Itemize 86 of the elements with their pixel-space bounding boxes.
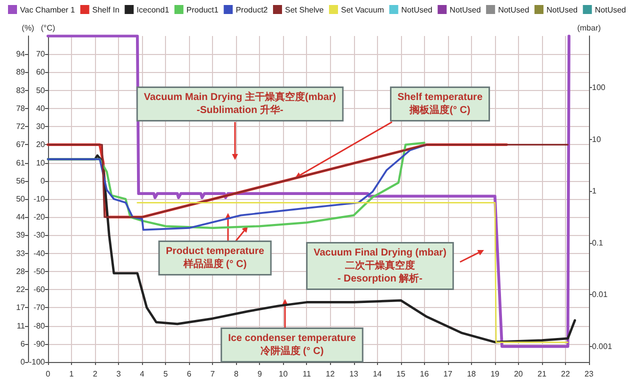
x-tick-label: 19 [490, 370, 500, 378]
y-tick-label: 40 [36, 104, 46, 113]
x-tick-label: 17 [443, 370, 453, 378]
legend-label: NotUsed [546, 6, 578, 14]
legend-label: Product2 [236, 6, 268, 14]
y-tick-label: -50 [33, 266, 46, 276]
x-tick-label: 23 [584, 370, 594, 378]
y2-tick-label: 100 [592, 83, 606, 92]
y-tick-label: 30 [36, 122, 46, 132]
annotation: Product temperature 样品温度 (° C) [166, 246, 265, 270]
y3-axis-title: (%) [22, 24, 35, 32]
x-tick-label: 16 [420, 370, 430, 378]
y2-tick-label: 0.01 [592, 290, 608, 300]
y-tick-label: 70 [36, 50, 46, 59]
legend-label: NotUsed [498, 6, 530, 14]
legend-label: NotUsed [401, 6, 432, 14]
y3-tick-label: 17 [16, 303, 26, 312]
y3-tick-label: 78 [16, 104, 26, 113]
annotation: Vacuum Final Drying (mbar) 二次干燥真空度 - Desorption 解析- [314, 248, 446, 284]
x-tick-label: 14 [372, 370, 382, 378]
legend-label: NotUsed [450, 6, 481, 14]
legend-label: Icecond1 [136, 6, 170, 14]
y3-tick-label: 67 [16, 140, 26, 150]
legend-label: Set Shelve [285, 6, 324, 14]
y-tick-label: 0 [40, 176, 46, 186]
legend-label: NotUsed [594, 6, 626, 14]
x-tick-label: 15 [396, 370, 406, 378]
y-tick-label: 20 [36, 140, 46, 150]
y2-axis-title: (mbar) [577, 24, 602, 32]
y3-tick-label: 89 [16, 68, 26, 77]
y-tick-label: -80 [33, 321, 46, 330]
y-tick-label: 10 [36, 158, 46, 168]
y-tick-label: -90 [33, 339, 46, 348]
y3-tick-label: 0 [20, 358, 26, 366]
y3-tick-label: 50 [16, 194, 26, 204]
x-tick-label: 3 [116, 370, 122, 378]
x-tick-label: 8 [234, 370, 239, 378]
y2-tick-label: 0.001 [592, 342, 613, 351]
legend-label: Set Vacuum [340, 6, 384, 14]
y-tick-label: -30 [33, 230, 46, 240]
y-tick-label: -40 [33, 248, 46, 258]
x-tick-label: 1 [69, 370, 74, 378]
y3-tick-label: 61 [16, 158, 26, 168]
y-tick-label: 50 [36, 86, 46, 95]
y3-tick-label: 22 [16, 285, 26, 294]
x-tick-label: 4 [140, 370, 145, 378]
x-tick-label: 11 [302, 370, 312, 378]
x-tick-label: 21 [538, 370, 547, 378]
y3-tick-label: 94 [16, 50, 26, 59]
y-tick-label: -60 [33, 285, 46, 294]
x-tick-label: 18 [466, 370, 476, 378]
annotation: Vacuum Main Drying 主干燥真空度(mbar) -Sublimation 升华- [144, 91, 336, 116]
y-tick-label: 60 [36, 68, 46, 77]
x-tick-label: 13 [349, 370, 359, 378]
x-tick-label: 10 [278, 370, 288, 378]
y3-tick-label: 39 [16, 230, 26, 240]
y3-tick-label: 44 [16, 212, 26, 222]
annotation: Ice condenser temperature 冷阱温度 (° C) [228, 333, 356, 357]
x-tick-label: 7 [210, 370, 216, 378]
x-tick-label: 9 [257, 370, 262, 378]
x-tick-label: 12 [326, 370, 336, 378]
x-tick-label: 2 [92, 370, 98, 378]
x-tick-label: 20 [514, 370, 524, 378]
y-axis-title: (°C) [40, 24, 56, 32]
annotation: Shelf temperature 搁板温度(° C) [397, 92, 483, 116]
y3-tick-label: 11 [16, 321, 26, 330]
y3-tick-label: 83 [16, 86, 26, 95]
legend-label: Shelf In [92, 6, 120, 14]
y-tick-label: -70 [33, 303, 46, 312]
y2-tick-label: 1 [592, 186, 597, 196]
y3-tick-label: 72 [16, 122, 26, 132]
y2-tick-label: 0.1 [592, 238, 604, 248]
y-tick-label: -10 [33, 194, 46, 204]
legend-label: Product1 [186, 6, 219, 14]
line-series [46, 154, 576, 344]
x-tick-label: 6 [186, 370, 192, 378]
y3-tick-label: 28 [16, 266, 26, 276]
y2-tick-label: 10 [592, 134, 602, 144]
legend-label: Vac Chamber 1 [20, 6, 76, 14]
x-tick-label: 5 [163, 370, 168, 378]
y3-tick-label: 56 [16, 176, 26, 186]
x-tick-label: 22 [561, 370, 570, 378]
y3-tick-label: 33 [16, 248, 26, 258]
y-tick-label: -20 [33, 212, 46, 222]
y3-tick-label: 6 [20, 339, 26, 348]
y-tick-label: -100 [28, 358, 46, 366]
